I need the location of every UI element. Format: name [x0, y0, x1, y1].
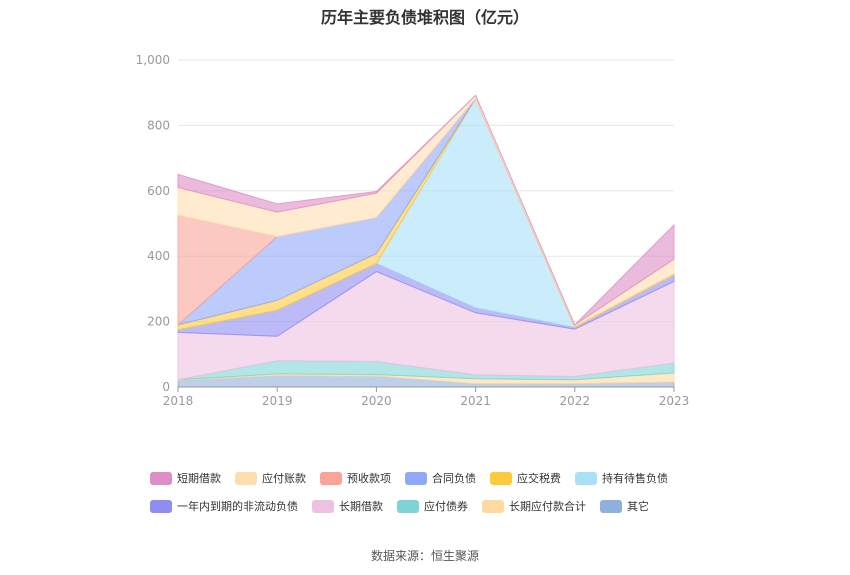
- axes: 0 200 400 600 800 1,000 2018 2019 2020 2021 2022 20…: [136, 53, 690, 408]
- legend-item[interactable]: 应付债券: [397, 498, 468, 514]
- legend-item[interactable]: 长期借款: [312, 498, 383, 514]
- legend-label: 其它: [627, 500, 649, 513]
- area-series: [177, 94, 675, 388]
- legend-item[interactable]: 长期应付款合计: [482, 498, 586, 514]
- legend-swatch: [312, 499, 334, 513]
- legend-swatch: [405, 471, 427, 485]
- legend-item[interactable]: 应交税费: [490, 470, 561, 486]
- legend: 短期借款 应付账款 预收款项 合同负债 应交税费 持有待售负债一年内到期的非流动负债 长期借…: [150, 470, 710, 526]
- legend-swatch: [235, 471, 257, 485]
- legend-label: 一年内到期的非流动负债: [177, 500, 298, 513]
- legend-label: 应付账款: [262, 472, 306, 485]
- y-tick-label: 0: [162, 380, 170, 394]
- x-tick-label: 2020: [361, 394, 392, 408]
- legend-label: 持有待售负债: [602, 472, 668, 485]
- legend-item[interactable]: 合同负债: [405, 470, 476, 486]
- legend-item[interactable]: 持有待售负债: [575, 470, 668, 486]
- y-tick-label: 400: [147, 249, 170, 263]
- area-短期借款[interactable]: [177, 94, 675, 326]
- legend-label: 短期借款: [177, 472, 221, 485]
- legend-label: 长期应付款合计: [509, 500, 586, 513]
- x-tick-label: 2021: [460, 394, 491, 408]
- source-label: 数据来源：恒生聚源: [370, 549, 479, 563]
- legend-label: 预收款项: [347, 472, 391, 485]
- legend-item[interactable]: 预收款项: [320, 470, 391, 486]
- legend-swatch: [575, 471, 597, 485]
- legend-item[interactable]: 其它: [600, 498, 649, 514]
- y-tick-label: 1,000: [136, 53, 170, 67]
- legend-label: 应交税费: [517, 472, 561, 485]
- legend-item[interactable]: 应付账款: [235, 470, 306, 486]
- legend-label: 长期借款: [339, 500, 383, 513]
- stacked-area-chart: 0 200 400 600 800 1,000 2018 2019 2020 2021 2022 20…: [136, 53, 690, 408]
- legend-item[interactable]: 一年内到期的非流动负债: [150, 498, 298, 514]
- x-tick-label: 2019: [262, 394, 293, 408]
- legend-label: 合同负债: [432, 472, 476, 485]
- legend-swatch: [600, 499, 622, 513]
- legend-item[interactable]: 短期借款: [150, 470, 221, 486]
- legend-swatch: [320, 471, 342, 485]
- legend-label: 应付债券: [424, 500, 468, 513]
- x-tick-label: 2022: [560, 394, 591, 408]
- legend-swatch: [150, 471, 172, 485]
- legend-swatch: [150, 499, 172, 513]
- x-tick-label: 2018: [163, 394, 194, 408]
- y-tick-label: 200: [147, 315, 170, 329]
- y-tick-label: 800: [147, 118, 170, 132]
- legend-swatch: [397, 499, 419, 513]
- y-tick-label: 600: [147, 184, 170, 198]
- chart-title: 历年主要负债堆积图（亿元）: [320, 8, 529, 27]
- x-tick-label: 2023: [659, 394, 690, 408]
- legend-swatch: [482, 499, 504, 513]
- legend-swatch: [490, 471, 512, 485]
